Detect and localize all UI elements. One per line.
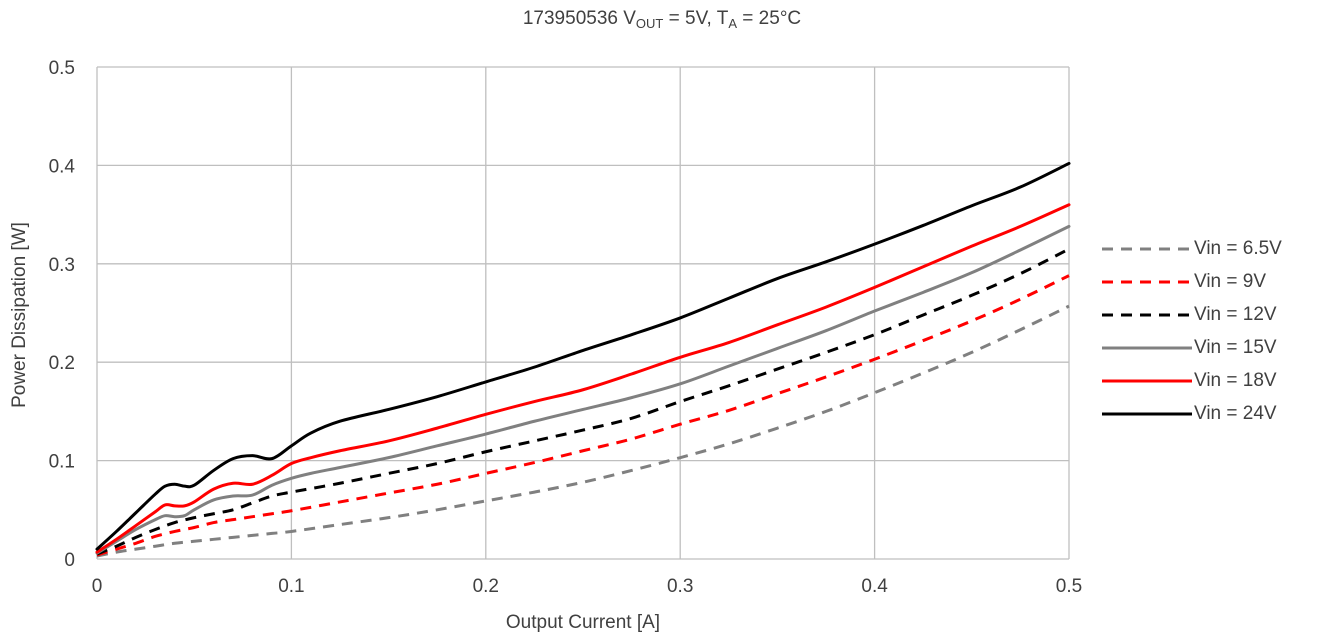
y-tick-label: 0.1 [49,452,75,473]
legend-item: Vin = 6.5V [1098,232,1282,265]
y-tick-label: 0.2 [49,353,75,374]
legend-swatch [1102,412,1192,415]
series-layer [95,161,1071,558]
legend-item: Vin = 9V [1098,265,1282,298]
series-line-6 [95,161,1071,551]
legend-item: Vin = 18V [1098,364,1282,397]
x-tick-label: 0.5 [1056,576,1082,597]
x-tick-label: 0 [92,576,103,597]
legend-item: Vin = 24V [1098,397,1282,430]
y-axis-ticks: 0 0.1 0.2 0.3 0.4 0.5 [49,58,76,571]
legend-swatch [1102,280,1192,283]
chart-title: 173950536 VOUT = 5V, TA = 25°C [522,8,802,31]
y-axis-label: Power Dissipation [W] [9,222,30,408]
x-tick-label: 0.2 [473,576,499,597]
legend-label: Vin = 18V [1194,369,1277,391]
legend-item: Vin = 12V [1098,298,1282,331]
series-line-5 [95,203,1071,554]
series-line-4 [95,224,1071,555]
legend-label: Vin = 12V [1194,303,1277,325]
legend-swatch [1102,247,1192,250]
x-axis-ticks: 0 0.1 0.2 0.3 0.4 0.5 [92,576,1083,597]
x-tick-label: 0.1 [278,576,304,597]
legend-label: Vin = 15V [1194,336,1277,358]
legend-swatch [1102,313,1192,316]
y-tick-label: 0.5 [49,58,75,79]
chart-legend: Vin = 6.5V Vin = 9V Vin = 12V Vin = 15V Vin … [1098,232,1282,430]
series-line-3 [96,247,1070,556]
legend-label: Vin = 9V [1194,270,1267,292]
grid-lines [96,66,1070,560]
legend-swatch [1102,379,1192,382]
x-tick-label: 0.4 [861,576,888,597]
x-tick-label: 0.3 [667,576,693,597]
y-tick-label: 0.4 [49,156,76,177]
y-tick-label: 0 [64,550,75,571]
series-line-1 [96,304,1070,558]
series-line-2 [96,274,1070,557]
legend-label: Vin = 24V [1194,402,1277,424]
legend-item: Vin = 15V [1098,331,1282,364]
y-tick-label: 0.3 [49,255,75,276]
legend-swatch [1102,346,1192,349]
x-axis-label: Output Current [A] [506,612,660,633]
legend-label: Vin = 6.5V [1194,237,1282,259]
